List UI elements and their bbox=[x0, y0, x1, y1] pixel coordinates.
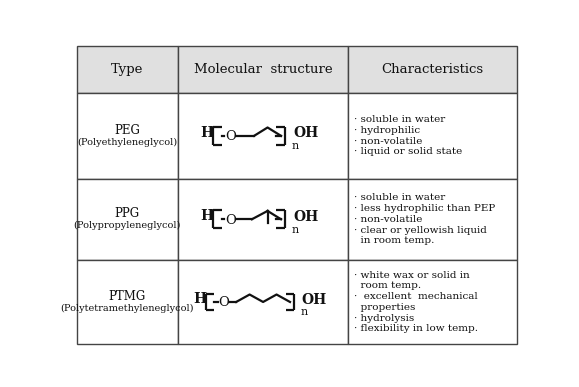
Text: · hydrophilic: · hydrophilic bbox=[354, 126, 420, 135]
Text: n: n bbox=[291, 141, 299, 151]
Text: H: H bbox=[200, 209, 214, 223]
Text: H: H bbox=[194, 292, 207, 306]
Text: · non-volatile: · non-volatile bbox=[354, 215, 422, 224]
Bar bbox=[77, 260, 178, 344]
Text: PTMG: PTMG bbox=[109, 290, 146, 303]
Text: Molecular  structure: Molecular structure bbox=[194, 63, 332, 76]
Bar bbox=[349, 92, 516, 179]
Bar bbox=[349, 46, 516, 92]
Text: OH: OH bbox=[301, 293, 327, 307]
Text: · liquid or solid state: · liquid or solid state bbox=[354, 147, 462, 156]
Text: · soluble in water: · soluble in water bbox=[354, 194, 445, 202]
Text: (Polytetramethyleneglycol): (Polytetramethyleneglycol) bbox=[61, 304, 194, 313]
Text: · clear or yellowish liquid: · clear or yellowish liquid bbox=[354, 226, 486, 235]
Text: n: n bbox=[301, 307, 307, 317]
Text: O: O bbox=[225, 214, 236, 227]
Text: (Polypropyleneglycol): (Polypropyleneglycol) bbox=[74, 221, 181, 230]
Bar bbox=[178, 46, 349, 92]
Bar bbox=[178, 260, 349, 344]
Text: H: H bbox=[200, 126, 214, 140]
Text: · hydrolysis: · hydrolysis bbox=[354, 313, 414, 322]
Bar bbox=[77, 92, 178, 179]
Text: in room temp.: in room temp. bbox=[354, 236, 434, 245]
Text: ·  excellent  mechanical: · excellent mechanical bbox=[354, 292, 478, 301]
Text: properties: properties bbox=[354, 303, 415, 312]
Bar bbox=[349, 260, 516, 344]
Text: OH: OH bbox=[293, 127, 318, 140]
Text: · flexibility in low temp.: · flexibility in low temp. bbox=[354, 324, 478, 333]
Text: PEG: PEG bbox=[115, 124, 140, 137]
Bar bbox=[349, 179, 516, 260]
Text: room temp.: room temp. bbox=[354, 281, 421, 290]
Bar bbox=[77, 179, 178, 260]
Text: Type: Type bbox=[111, 63, 144, 76]
Bar bbox=[77, 46, 178, 92]
Text: · less hydrophilic than PEP: · less hydrophilic than PEP bbox=[354, 204, 495, 213]
Text: n: n bbox=[291, 225, 299, 235]
Text: (Polyethyleneglycol): (Polyethyleneglycol) bbox=[77, 138, 177, 147]
Bar bbox=[178, 92, 349, 179]
Text: · white wax or solid in: · white wax or solid in bbox=[354, 271, 470, 280]
Text: OH: OH bbox=[293, 210, 318, 224]
Text: Characteristics: Characteristics bbox=[382, 63, 483, 76]
Text: O: O bbox=[225, 130, 236, 143]
Bar bbox=[178, 179, 349, 260]
Text: PPG: PPG bbox=[115, 207, 140, 221]
Text: · soluble in water: · soluble in water bbox=[354, 115, 445, 124]
Text: O: O bbox=[218, 296, 229, 309]
Text: · non-volatile: · non-volatile bbox=[354, 137, 422, 146]
